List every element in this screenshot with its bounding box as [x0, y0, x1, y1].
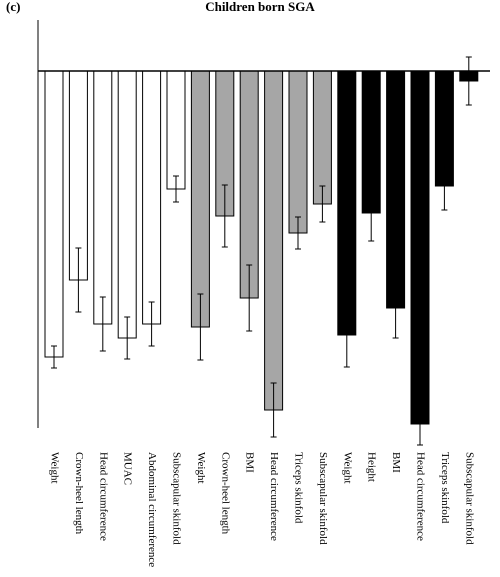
- x-tick-label: Crown-heel length: [219, 452, 231, 535]
- x-tick-label: Triceps skinfold: [292, 452, 304, 524]
- x-tick-label: Weight: [48, 452, 60, 484]
- bar: [337, 70, 357, 336]
- bar: [312, 70, 332, 205]
- bar: [166, 70, 186, 190]
- bar: [117, 70, 137, 339]
- bar: [93, 70, 113, 325]
- x-tick-label: Head circumference: [268, 452, 280, 541]
- chart-title: Children born SGA: [205, 0, 315, 14]
- bar: [410, 70, 430, 425]
- x-tick-label: Crown-heel length: [73, 452, 85, 535]
- x-tick-label: Head circumference: [414, 452, 426, 541]
- bar: [239, 70, 259, 299]
- x-tick-label: BMI: [244, 452, 256, 473]
- x-tick-label: Subscapular skinfold: [170, 452, 182, 545]
- x-tick-label: Weight: [341, 452, 353, 484]
- x-tick-label: Subscapular skinfold: [317, 452, 329, 545]
- bar: [190, 70, 210, 328]
- x-tick-label: Triceps skinfold: [439, 452, 451, 524]
- panel-label: (c): [6, 0, 20, 14]
- x-tick-label: MUAC: [122, 452, 134, 485]
- x-tick-label: Head circumference: [97, 452, 109, 541]
- bar: [386, 70, 406, 309]
- x-tick-label: Height: [366, 452, 378, 482]
- bar: [44, 70, 64, 358]
- x-tick-label: BMI: [390, 452, 402, 473]
- x-tick-label: Abdominal circumference: [146, 452, 158, 567]
- x-tick-label: Weight: [195, 452, 207, 484]
- x-tick-label: Subscapular skinfold: [463, 452, 475, 545]
- bar: [142, 70, 162, 325]
- bar: [288, 70, 308, 234]
- bar: [264, 70, 284, 411]
